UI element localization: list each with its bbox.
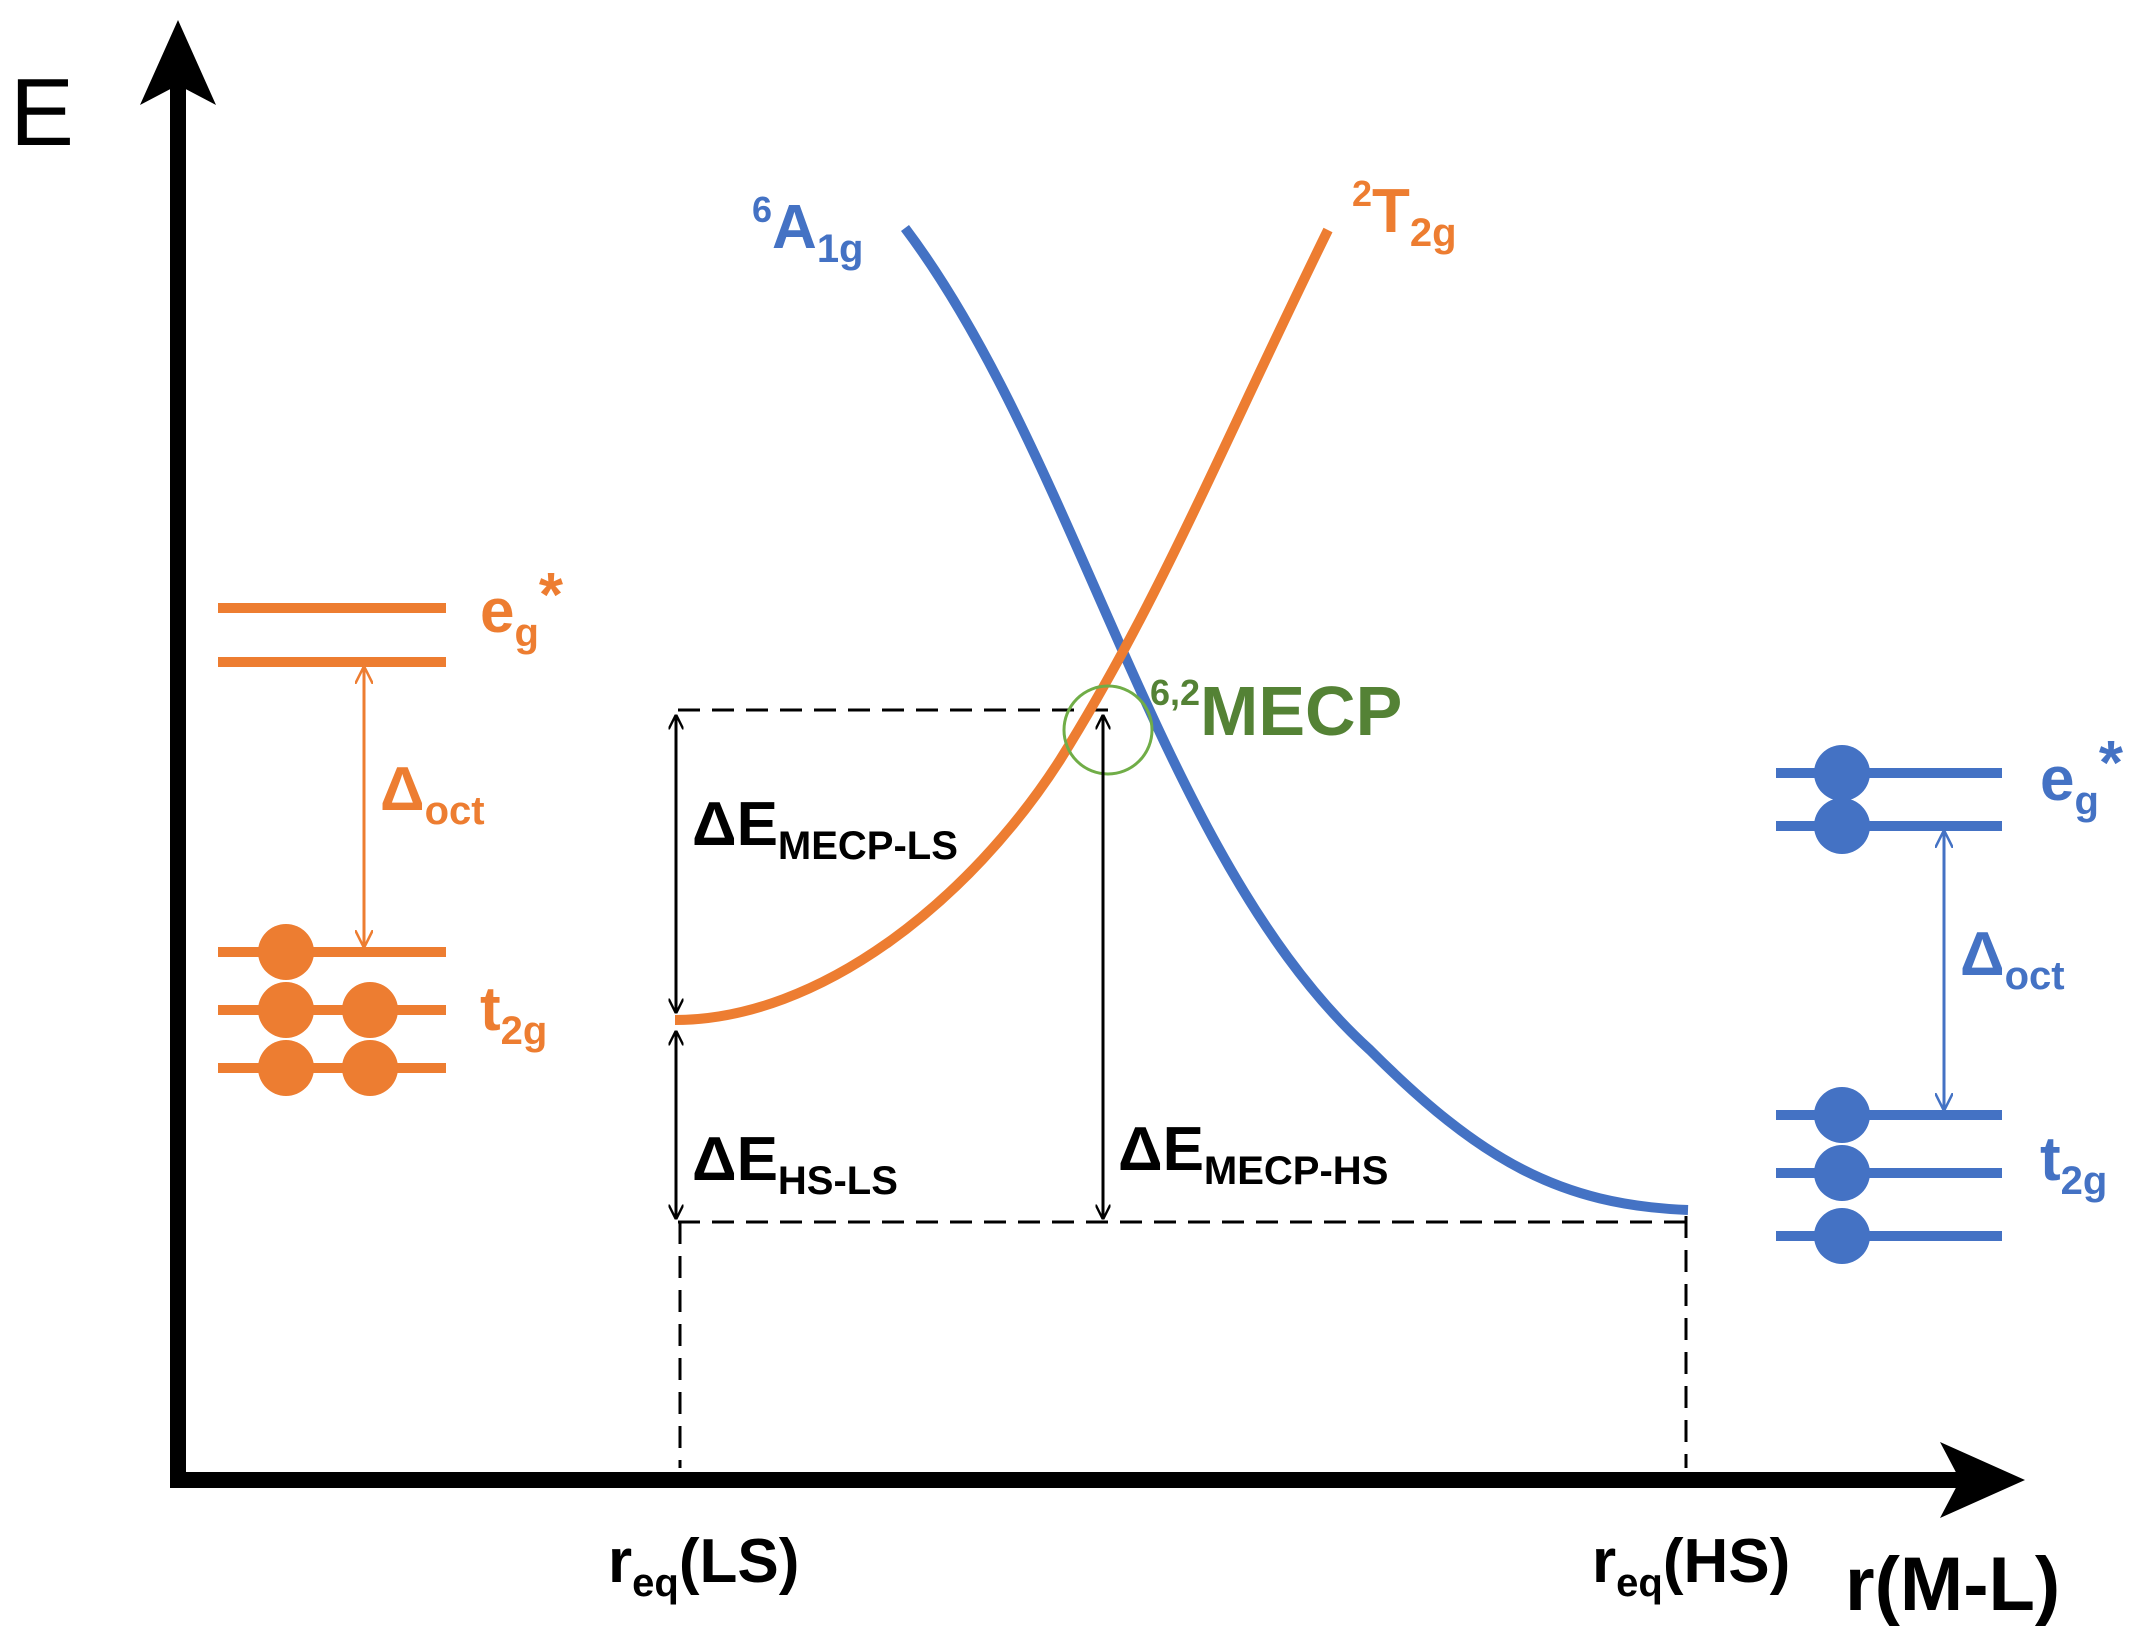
t2g-electron-dot bbox=[258, 982, 314, 1038]
ls-state-label: 2T2g bbox=[1352, 173, 1457, 255]
eg-electron-dot bbox=[1814, 798, 1870, 854]
hs-eg-label: eg* bbox=[2040, 729, 2124, 823]
hs-delta-oct-label: Δoct bbox=[1960, 920, 2065, 998]
x-axis-label: r(M-L) bbox=[1845, 1542, 2060, 1627]
hs-ls-label: ΔEHS-LS bbox=[692, 1125, 898, 1203]
t2g-electron-dot bbox=[1814, 1087, 1870, 1143]
axes: E r(M-L) bbox=[10, 20, 2060, 1627]
y-axis-arrowhead bbox=[140, 20, 216, 105]
ls-t2g-label: t2g bbox=[480, 975, 547, 1053]
t2g-electron-dot bbox=[258, 1040, 314, 1096]
energy-gap-arrows bbox=[676, 716, 1103, 1218]
t2g-electron-dot bbox=[1814, 1208, 1870, 1264]
t2g-electron-dot bbox=[342, 982, 398, 1038]
hs-electrons bbox=[1814, 745, 1870, 1264]
hs-t2g-label: t2g bbox=[2040, 1125, 2107, 1203]
ls-electrons bbox=[258, 924, 398, 1096]
x-axis-arrowhead bbox=[1940, 1442, 2025, 1518]
eg-electron-dot bbox=[1814, 745, 1870, 801]
dashed-guides bbox=[678, 708, 1688, 1468]
r-eq-hs-label: req(HS) bbox=[1592, 1527, 1790, 1605]
t2g-electron-dot bbox=[1814, 1145, 1870, 1201]
r-eq-ls-label: req(LS) bbox=[608, 1527, 799, 1605]
t2g-electron-dot bbox=[258, 924, 314, 980]
mecp-label: 6,2MECP bbox=[1150, 672, 1402, 750]
ls-orbital-diagram: eg* Δoct t2g bbox=[218, 561, 564, 1096]
y-axis-label: E bbox=[10, 59, 74, 166]
hs-state-label: 6A1g bbox=[752, 189, 864, 271]
ls-eg-label: eg* bbox=[480, 561, 564, 655]
hs-6a1g-curve bbox=[901, 224, 1689, 1215]
mecp-ls-label: ΔEMECP-LS bbox=[692, 790, 958, 868]
ls-2t2g-curve bbox=[674, 227, 1333, 1025]
t2g-electron-dot bbox=[342, 1040, 398, 1096]
ls-delta-oct-label: Δoct bbox=[380, 755, 485, 833]
hs-orbital-diagram: eg* Δoct t2g bbox=[1776, 729, 2124, 1264]
mecp-hs-label: ΔEMECP-HS bbox=[1118, 1115, 1388, 1193]
